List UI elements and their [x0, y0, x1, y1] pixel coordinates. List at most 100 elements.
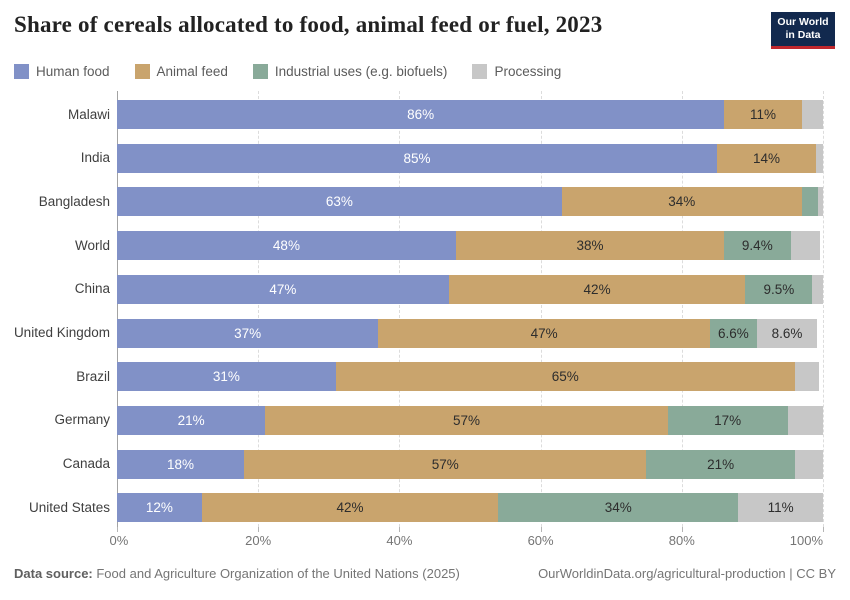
bar-segment-processing[interactable] — [794, 362, 820, 392]
bar-value-label: 65% — [551, 369, 579, 385]
country-label-bangladesh: Bangladesh — [38, 193, 110, 209]
bar-row-germany: 21% 57% 17% — [117, 405, 823, 435]
legend-label: Animal feed — [156, 64, 228, 79]
bar-value-label: 48% — [272, 238, 300, 254]
bar-row-india: 85% 14% — [117, 143, 823, 173]
owid-logo-line1: Our World — [777, 15, 829, 28]
bar-segment-processing[interactable] — [801, 100, 823, 129]
bar-segment-processing[interactable] — [812, 274, 823, 304]
bar-segment-processing[interactable]: 11% — [738, 493, 823, 523]
axis-tick — [117, 527, 118, 532]
bar-value-label: 11% — [767, 500, 794, 516]
bar-value-label: 34% — [668, 194, 696, 210]
legend-swatch-icon — [472, 64, 488, 79]
bar-row-china: 47% 42% 9.5% — [117, 274, 823, 304]
bar-segment-human-food[interactable]: 47% — [117, 274, 449, 304]
bar-segment-human-food[interactable]: 63% — [117, 187, 562, 217]
data-source-note: Data source: Food and Agriculture Organi… — [14, 566, 460, 581]
bar-value-label: 17% — [714, 412, 742, 428]
bar-value-label: 42% — [583, 281, 611, 297]
legend-item-processing[interactable]: Processing — [472, 64, 561, 79]
legend-item-industrial-uses-e-g-biofuels[interactable]: Industrial uses (e.g. biofuels) — [252, 64, 448, 79]
legend-item-human-food[interactable]: Human food — [14, 64, 110, 79]
legend-label: Processing — [494, 64, 562, 79]
bar-value-label: 37% — [234, 325, 262, 341]
axis-tick — [399, 527, 401, 532]
chart-title: Share of cereals allocated to food, anim… — [14, 12, 603, 37]
bar-value-label: 21% — [707, 456, 735, 472]
country-label-world: World — [74, 237, 110, 253]
bar-segment-industrial-uses-e-g-biofuels[interactable]: 34% — [498, 493, 739, 523]
country-label-brazil: Brazil — [76, 368, 110, 384]
axis-tick — [540, 527, 542, 532]
bar-value-label: 47% — [530, 325, 558, 341]
gridline — [823, 91, 824, 527]
bar-value-label: 47% — [269, 281, 297, 297]
bar-segment-human-food[interactable]: 85% — [117, 143, 718, 173]
owid-logo-line2: in Data — [785, 29, 821, 41]
bar-segment-industrial-uses-e-g-biofuels[interactable]: 21% — [646, 449, 795, 479]
bar-row-united-kingdom: 37% 47% 6.6% 8.6% — [117, 318, 823, 348]
data-source-text: Food and Agriculture Organization of the… — [92, 566, 460, 581]
bar-segment-animal-feed[interactable]: 57% — [244, 449, 647, 479]
axis-tick-label: 80% — [668, 533, 695, 548]
axis-tick-label: 60% — [527, 533, 554, 548]
legend-swatch-icon — [134, 64, 150, 79]
bar-segment-animal-feed[interactable]: 34% — [561, 187, 802, 217]
bar-segment-human-food[interactable]: 18% — [117, 449, 245, 479]
bar-segment-human-food[interactable]: 48% — [117, 231, 456, 261]
bar-row-malawi: 86% 11% — [117, 100, 823, 129]
bar-segment-animal-feed[interactable]: 38% — [455, 231, 725, 261]
bar-value-label: 21% — [177, 412, 205, 428]
legend-label: Industrial uses (e.g. biofuels) — [274, 64, 448, 79]
axis-tick — [823, 527, 824, 532]
axis-tick — [258, 527, 260, 532]
bar-segment-human-food[interactable]: 21% — [117, 405, 266, 435]
country-label-malawi: Malawi — [67, 106, 110, 122]
bar-segment-industrial-uses-e-g-biofuels[interactable]: 17% — [667, 405, 788, 435]
bar-segment-animal-feed[interactable]: 42% — [201, 493, 499, 523]
bar-segment-human-food[interactable]: 37% — [117, 318, 379, 348]
axis-tick-label: 20% — [245, 533, 272, 548]
axis-tick-label: 100% — [789, 533, 823, 548]
bar-segment-animal-feed[interactable]: 14% — [717, 143, 816, 173]
bar-value-label: 57% — [452, 412, 480, 428]
bar-value-label: 6.6% — [717, 325, 749, 341]
bar-row-canada: 18% 57% 21% — [117, 449, 823, 479]
bar-segment-animal-feed[interactable]: 47% — [378, 318, 711, 348]
bar-value-label: 11% — [749, 107, 776, 122]
bar-segment-animal-feed[interactable]: 65% — [335, 362, 795, 392]
bar-segment-processing[interactable] — [818, 187, 823, 217]
axis-tick-label: 40% — [386, 533, 413, 548]
bar-segment-industrial-uses-e-g-biofuels[interactable]: 9.5% — [745, 274, 813, 304]
bar-segment-animal-feed[interactable]: 42% — [448, 274, 746, 304]
bar-segment-animal-feed[interactable]: 57% — [265, 405, 668, 435]
footer: Data source: Food and Agriculture Organi… — [14, 566, 836, 581]
bar-segment-human-food[interactable]: 12% — [117, 493, 202, 523]
owid-logo: Our World in Data — [771, 12, 835, 49]
bar-segment-processing[interactable] — [794, 449, 823, 479]
bar-segment-human-food[interactable]: 86% — [117, 100, 725, 129]
bar-segment-processing[interactable] — [787, 405, 823, 435]
footer-link[interactable]: OurWorldinData.org/agricultural-producti… — [538, 566, 836, 581]
bar-segment-processing[interactable] — [815, 143, 823, 173]
legend-label: Human food — [36, 64, 110, 79]
country-label-india: India — [80, 150, 110, 166]
bar-segment-industrial-uses-e-g-biofuels[interactable] — [801, 187, 819, 217]
bar-segment-human-food[interactable]: 31% — [117, 362, 336, 392]
bar-value-label: 38% — [576, 238, 604, 254]
country-label-germany: Germany — [54, 412, 110, 428]
bar-segment-industrial-uses-e-g-biofuels[interactable]: 6.6% — [710, 318, 757, 348]
bar-segment-animal-feed[interactable]: 11% — [724, 100, 802, 129]
bar-segment-processing[interactable]: 8.6% — [756, 318, 818, 348]
legend-swatch-icon — [252, 64, 268, 79]
bar-segment-processing[interactable] — [790, 231, 821, 261]
bar-value-label: 8.6% — [771, 325, 803, 341]
data-source-label: Data source: — [14, 566, 93, 581]
country-label-canada: Canada — [62, 456, 110, 472]
bar-segment-industrial-uses-e-g-biofuels[interactable]: 9.4% — [724, 231, 791, 261]
country-label-china: China — [74, 281, 110, 297]
legend-item-animal-feed[interactable]: Animal feed — [134, 64, 228, 79]
bar-value-label: 12% — [145, 500, 173, 516]
